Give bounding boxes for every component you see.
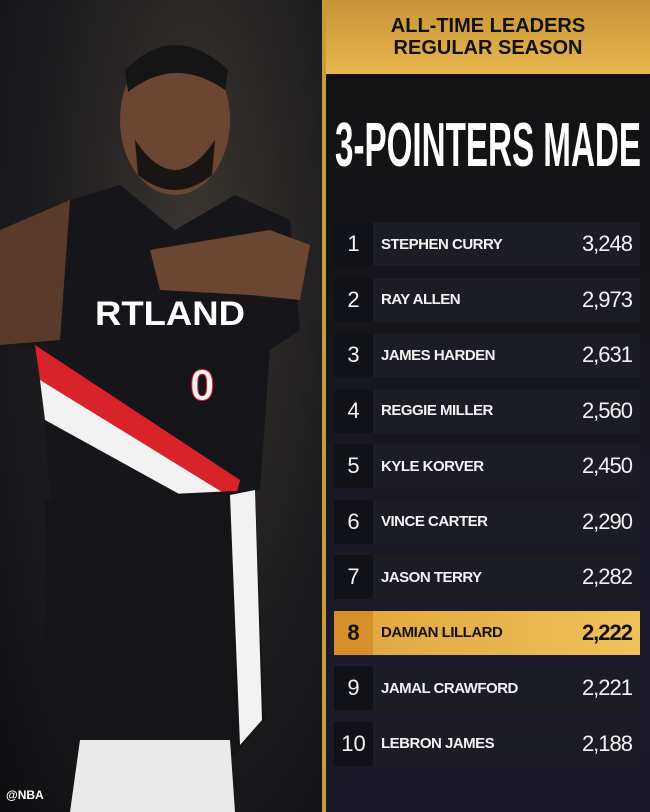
three-pointers-made: 2,221 xyxy=(581,675,633,700)
three-pointers-made: 2,222 xyxy=(581,619,633,645)
player-name: JAMES HARDEN xyxy=(381,346,496,364)
leader-row: 8 DAMIAN LILLARD 2,222 xyxy=(334,610,640,655)
player-name: DAMIAN LILLARD xyxy=(381,624,503,641)
gold-divider xyxy=(322,0,326,812)
player-name: VINCE CARTER xyxy=(381,513,488,530)
leaders-panel: ALL-TIME LEADERS REGULAR SEASON 3-POINTE… xyxy=(326,0,650,812)
leader-row: 2 RAY ALLEN 2,973 xyxy=(334,277,640,322)
header-line1: ALL-TIME LEADERS xyxy=(390,15,586,37)
player-name-cell: STEPHEN CURRY xyxy=(373,236,582,253)
leader-row: 5 KYLE KORVER 2,450 xyxy=(334,444,640,488)
value-cell: 2,973 xyxy=(582,287,640,313)
player-name: KYLE KORVER xyxy=(381,457,484,475)
rank: 3 xyxy=(347,342,360,367)
rank-cell: 4 xyxy=(334,388,373,433)
leader-row: 6 VINCE CARTER 2,290 xyxy=(334,499,640,544)
value-cell: 2,188 xyxy=(582,731,640,757)
player-name: STEPHEN CURRY xyxy=(381,235,503,253)
rank-cell: 3 xyxy=(334,333,373,377)
player-illustration: RTLAND 0 xyxy=(0,45,310,812)
player-name-cell: RAY ALLEN xyxy=(373,291,582,308)
jersey-number: 0 xyxy=(190,361,214,410)
leader-row: 7 JASON TERRY 2,282 xyxy=(334,555,640,599)
rank-cell: 6 xyxy=(334,499,373,544)
player-name: RAY ALLEN xyxy=(381,291,461,308)
player-name-cell: KYLE KORVER xyxy=(373,458,582,475)
three-pointers-made: 2,973 xyxy=(581,286,633,312)
leader-row: 3 JAMES HARDEN 2,631 xyxy=(334,333,640,377)
player-name-cell: REGGIE MILLER xyxy=(373,402,582,419)
rank: 1 xyxy=(347,231,360,256)
value-cell: 2,282 xyxy=(582,564,640,590)
rank: 8 xyxy=(347,619,360,645)
rank-cell: 9 xyxy=(334,666,373,710)
player-photo: RTLAND 0 @NBA xyxy=(0,0,322,812)
value-cell: 2,450 xyxy=(582,453,640,479)
player-name-cell: DAMIAN LILLARD xyxy=(373,624,582,641)
player-name-cell: JASON TERRY xyxy=(373,569,582,586)
leader-row: 10 LEBRON JAMES 2,188 xyxy=(334,721,640,766)
three-pointers-made: 2,560 xyxy=(581,397,633,423)
rank: 9 xyxy=(347,675,360,700)
player-name-cell: LEBRON JAMES xyxy=(373,735,582,752)
rank: 5 xyxy=(347,453,360,478)
rank-cell: 2 xyxy=(334,277,373,322)
rank: 4 xyxy=(347,397,360,423)
player-name: JASON TERRY xyxy=(381,568,482,586)
three-pointers-made: 2,188 xyxy=(581,730,633,756)
value-cell: 2,560 xyxy=(582,398,640,424)
rank: 6 xyxy=(347,508,360,534)
leader-row: 4 REGGIE MILLER 2,560 xyxy=(334,388,640,433)
player-name: REGGIE MILLER xyxy=(381,402,493,419)
value-cell: 2,221 xyxy=(582,675,640,701)
rank: 7 xyxy=(347,564,360,589)
stat-title-svg: 3-POINTERS MADE xyxy=(335,111,641,180)
value-cell: 2,222 xyxy=(582,620,640,646)
rank-cell: 10 xyxy=(334,721,373,766)
player-name: LEBRON JAMES xyxy=(381,735,495,752)
rank: 10 xyxy=(341,730,366,756)
jersey-text: RTLAND xyxy=(95,295,245,333)
player-name-cell: JAMAL CRAWFORD xyxy=(373,680,582,697)
leader-row: 9 JAMAL CRAWFORD 2,221 xyxy=(334,666,640,710)
three-pointers-made: 2,631 xyxy=(581,342,633,367)
rank-cell: 8 xyxy=(334,610,373,655)
player-name-cell: JAMES HARDEN xyxy=(373,347,582,364)
rank-cell: 1 xyxy=(334,222,373,266)
three-pointers-made: 2,282 xyxy=(581,564,633,589)
rank-cell: 7 xyxy=(334,555,373,599)
value-cell: 2,290 xyxy=(582,509,640,535)
player-name-cell: VINCE CARTER xyxy=(373,513,582,530)
player-name: JAMAL CRAWFORD xyxy=(381,679,518,697)
stat-title-wrap: 3-POINTERS MADE xyxy=(326,100,650,180)
nba-credit: @NBA xyxy=(6,788,44,802)
rank-cell: 5 xyxy=(334,444,373,488)
three-pointers-made: 3,248 xyxy=(581,231,633,256)
value-cell: 3,248 xyxy=(582,231,640,257)
stat-title: 3-POINTERS MADE xyxy=(335,111,641,180)
three-pointers-made: 2,290 xyxy=(581,508,633,534)
value-cell: 2,631 xyxy=(582,342,640,368)
leader-row: 1 STEPHEN CURRY 3,248 xyxy=(334,222,640,266)
header-line2: REGULAR SEASON xyxy=(393,37,583,59)
header-banner: ALL-TIME LEADERS REGULAR SEASON xyxy=(326,0,650,74)
three-pointers-made: 2,450 xyxy=(581,453,633,478)
rank: 2 xyxy=(347,286,360,312)
